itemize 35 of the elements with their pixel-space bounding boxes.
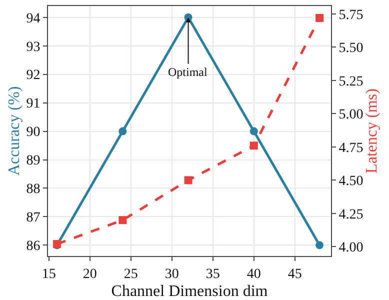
y2-tick-label: 5.25 (338, 74, 364, 90)
y2-tick-label: 5.75 (338, 8, 364, 23)
x-tick-label: 45 (288, 266, 302, 282)
point (118, 127, 127, 136)
x-tick-label: 35 (206, 266, 220, 282)
point (316, 241, 324, 250)
x-axis-title: Channel Dimension dim (111, 283, 268, 300)
x-tick-label: 25 (124, 266, 138, 282)
y-tick-label: 87 (26, 210, 40, 226)
y-tick-label: 89 (26, 154, 40, 169)
y-tick-label: 94 (26, 11, 40, 26)
point (316, 14, 324, 22)
x-tick-label: 20 (82, 266, 97, 282)
x-tick-label: 40 (246, 266, 261, 282)
x-tick-label: 15 (42, 266, 56, 282)
annotation: Optimal (168, 65, 208, 79)
y2-tick-label: 4.50 (338, 174, 364, 190)
point (250, 127, 258, 136)
point (184, 176, 192, 184)
y-axis-title: Accuracy (%) (6, 86, 24, 176)
y2-tick-label: 4.00 (338, 240, 364, 256)
y2-tick-label: 5.00 (338, 108, 364, 123)
point (118, 216, 127, 224)
y-tick-label: 92 (26, 68, 40, 84)
y-tick-label: 90 (26, 125, 40, 140)
y2-tick-label: 4.75 (338, 140, 364, 156)
y2-tick-label: 5.50 (338, 41, 364, 56)
y-tick-label: 86 (26, 239, 40, 254)
y2-axis-title: Latency (ms) (363, 88, 380, 174)
y-tick-label: 88 (26, 182, 40, 198)
x-tick-label: 30 (164, 266, 179, 282)
y-tick-label: 91 (26, 96, 40, 112)
y2-tick-label: 4.25 (338, 207, 364, 222)
point (250, 142, 258, 150)
y-tick-label: 93 (26, 40, 40, 55)
